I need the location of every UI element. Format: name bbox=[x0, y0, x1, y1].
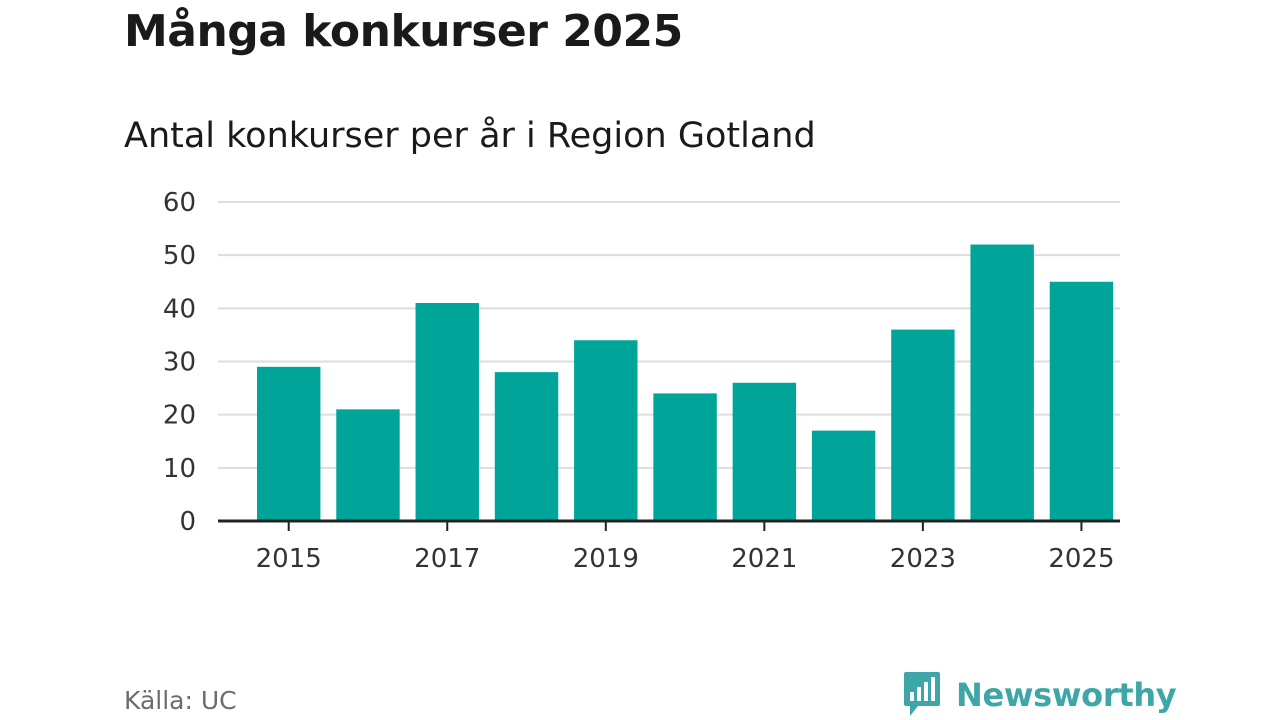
bar-2022 bbox=[812, 431, 875, 521]
y-tick-label: 20 bbox=[163, 401, 196, 431]
y-tick-label: 30 bbox=[163, 348, 196, 378]
bar-2016 bbox=[336, 409, 399, 521]
y-tick-label: 0 bbox=[179, 507, 196, 537]
bars bbox=[218, 245, 1120, 521]
bar-2019 bbox=[574, 340, 637, 521]
bar-2025 bbox=[1050, 282, 1113, 521]
y-axis-ticks: 0 10 20 30 40 50 60 bbox=[163, 188, 196, 537]
y-tick-label: 10 bbox=[163, 454, 196, 484]
newsworthy-logo-icon bbox=[902, 670, 942, 720]
y-tick-label: 40 bbox=[163, 294, 196, 324]
bar-2015 bbox=[257, 367, 320, 521]
x-tick-label: 2017 bbox=[414, 544, 480, 574]
brand-name: Newsworthy bbox=[956, 676, 1176, 714]
x-tick-label: 2025 bbox=[1048, 544, 1114, 574]
y-tick-label: 50 bbox=[163, 241, 196, 271]
bar-2021 bbox=[733, 383, 796, 521]
bar-2018 bbox=[495, 372, 558, 521]
bar-2017 bbox=[416, 303, 479, 521]
bar-2023 bbox=[891, 330, 954, 521]
x-tick-label: 2019 bbox=[573, 544, 639, 574]
x-axis-ticks: 2015 2017 2019 2021 2023 2025 bbox=[256, 521, 1115, 574]
bar-2024 bbox=[970, 245, 1033, 521]
y-tick-label: 60 bbox=[163, 188, 196, 218]
x-tick-label: 2021 bbox=[731, 544, 797, 574]
x-tick-label: 2015 bbox=[256, 544, 322, 574]
bar-chart: 0 10 20 30 40 50 60 2015 2017 2019 2021 2023 2025 bbox=[0, 0, 1280, 640]
x-tick-label: 2023 bbox=[890, 544, 956, 574]
source-note: Källa: UC bbox=[124, 686, 237, 715]
brand-logo: Newsworthy bbox=[902, 670, 1176, 720]
bar-2020 bbox=[653, 393, 716, 521]
